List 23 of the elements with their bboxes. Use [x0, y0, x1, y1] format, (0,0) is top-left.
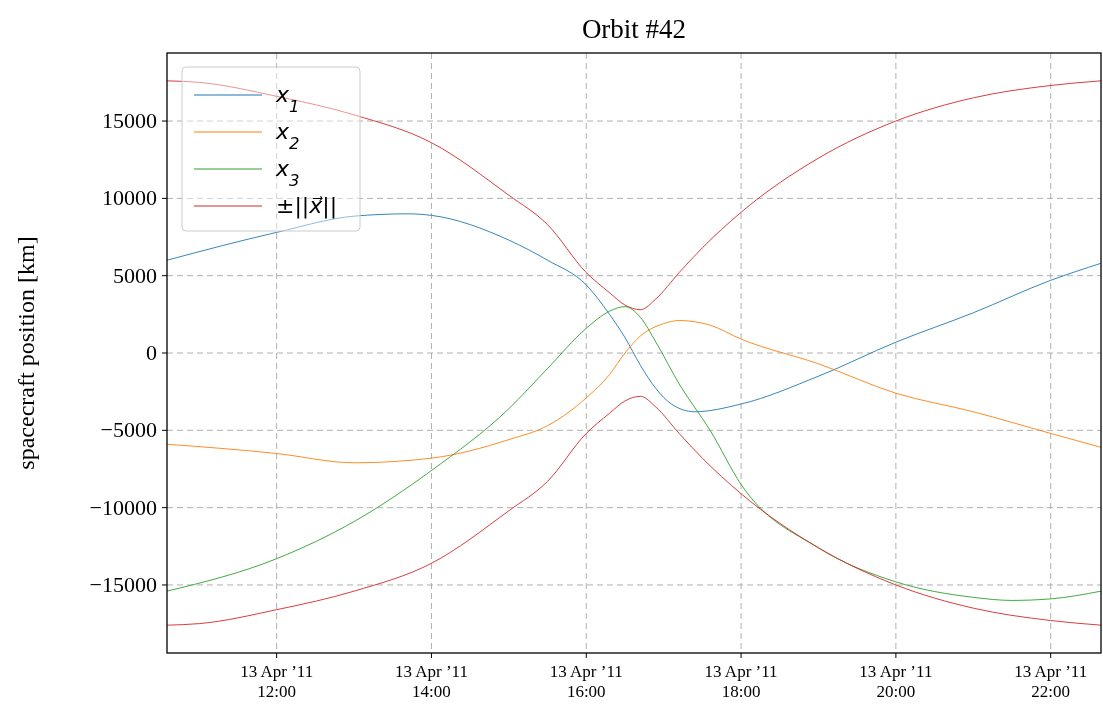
y-tick-label: −5000 — [100, 417, 157, 443]
x-tick-label: 13 Apr ’11 12:00 — [240, 662, 314, 701]
x-tick-label: 13 Apr ’11 16:00 — [549, 662, 623, 701]
x-tick-label: 13 Apr ’11 14:00 — [394, 662, 468, 701]
legend-label: ±||x⃗|| — [276, 193, 338, 219]
y-axis-title: spacecraft position [km] — [13, 236, 39, 470]
x-tick-label: 13 Apr ’11 20:00 — [859, 662, 933, 701]
line-series — [166, 306, 1102, 601]
y-tick-label: 5000 — [113, 262, 157, 288]
x-tick-label: 13 Apr ’11 18:00 — [704, 662, 778, 701]
y-tick-label: 15000 — [102, 108, 157, 134]
y-tick-label: 10000 — [102, 185, 157, 211]
x-tick-label: 13 Apr ’11 22:00 — [1014, 662, 1088, 701]
y-tick-label: −15000 — [89, 571, 157, 597]
chart-title: Orbit #42 — [581, 14, 687, 44]
line-series — [166, 395, 1102, 626]
line-series — [166, 80, 1102, 311]
y-tick-label: −10000 — [89, 494, 157, 520]
y-tick-label: 0 — [146, 340, 157, 365]
line-series — [166, 320, 1102, 464]
legend-label: x$_{2}$ — [275, 119, 300, 153]
legend-label: x$_{1}$ — [275, 82, 300, 116]
legend-label: x$_{3}$ — [275, 156, 300, 190]
